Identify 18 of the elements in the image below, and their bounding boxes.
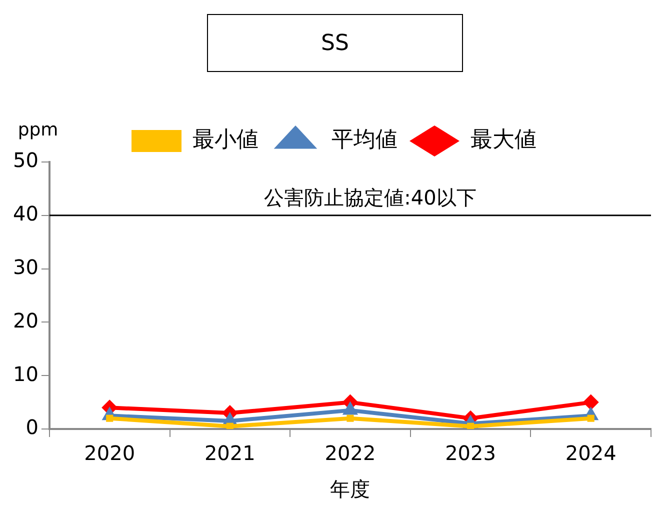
y-tick-label: 0 [26,415,38,440]
x-tick-label: 2023 [445,441,496,466]
x-axis-title: 年度 [330,477,370,502]
x-tick-label: 2020 [84,441,136,466]
y-tick-label: 50 [12,148,38,172]
legend-label: 平均値 [332,128,398,153]
x-tick-label: 2024 [565,441,616,466]
y-tick-label: 20 [12,308,38,332]
legend-label: 最大値 [470,128,536,153]
y-tick-label: 10 [12,362,38,386]
ref-line-label: 公害防止協定値:40以下 [264,186,476,210]
y-axis-title: ppm [18,120,58,141]
x-tick-label: 2021 [204,441,256,466]
y-tick-label: 40 [12,202,38,226]
y-tick-label: 30 [12,255,38,280]
legend-label: 最小値 [192,128,258,153]
x-tick-label: 2022 [324,441,376,466]
chart-title: SS [207,14,463,72]
